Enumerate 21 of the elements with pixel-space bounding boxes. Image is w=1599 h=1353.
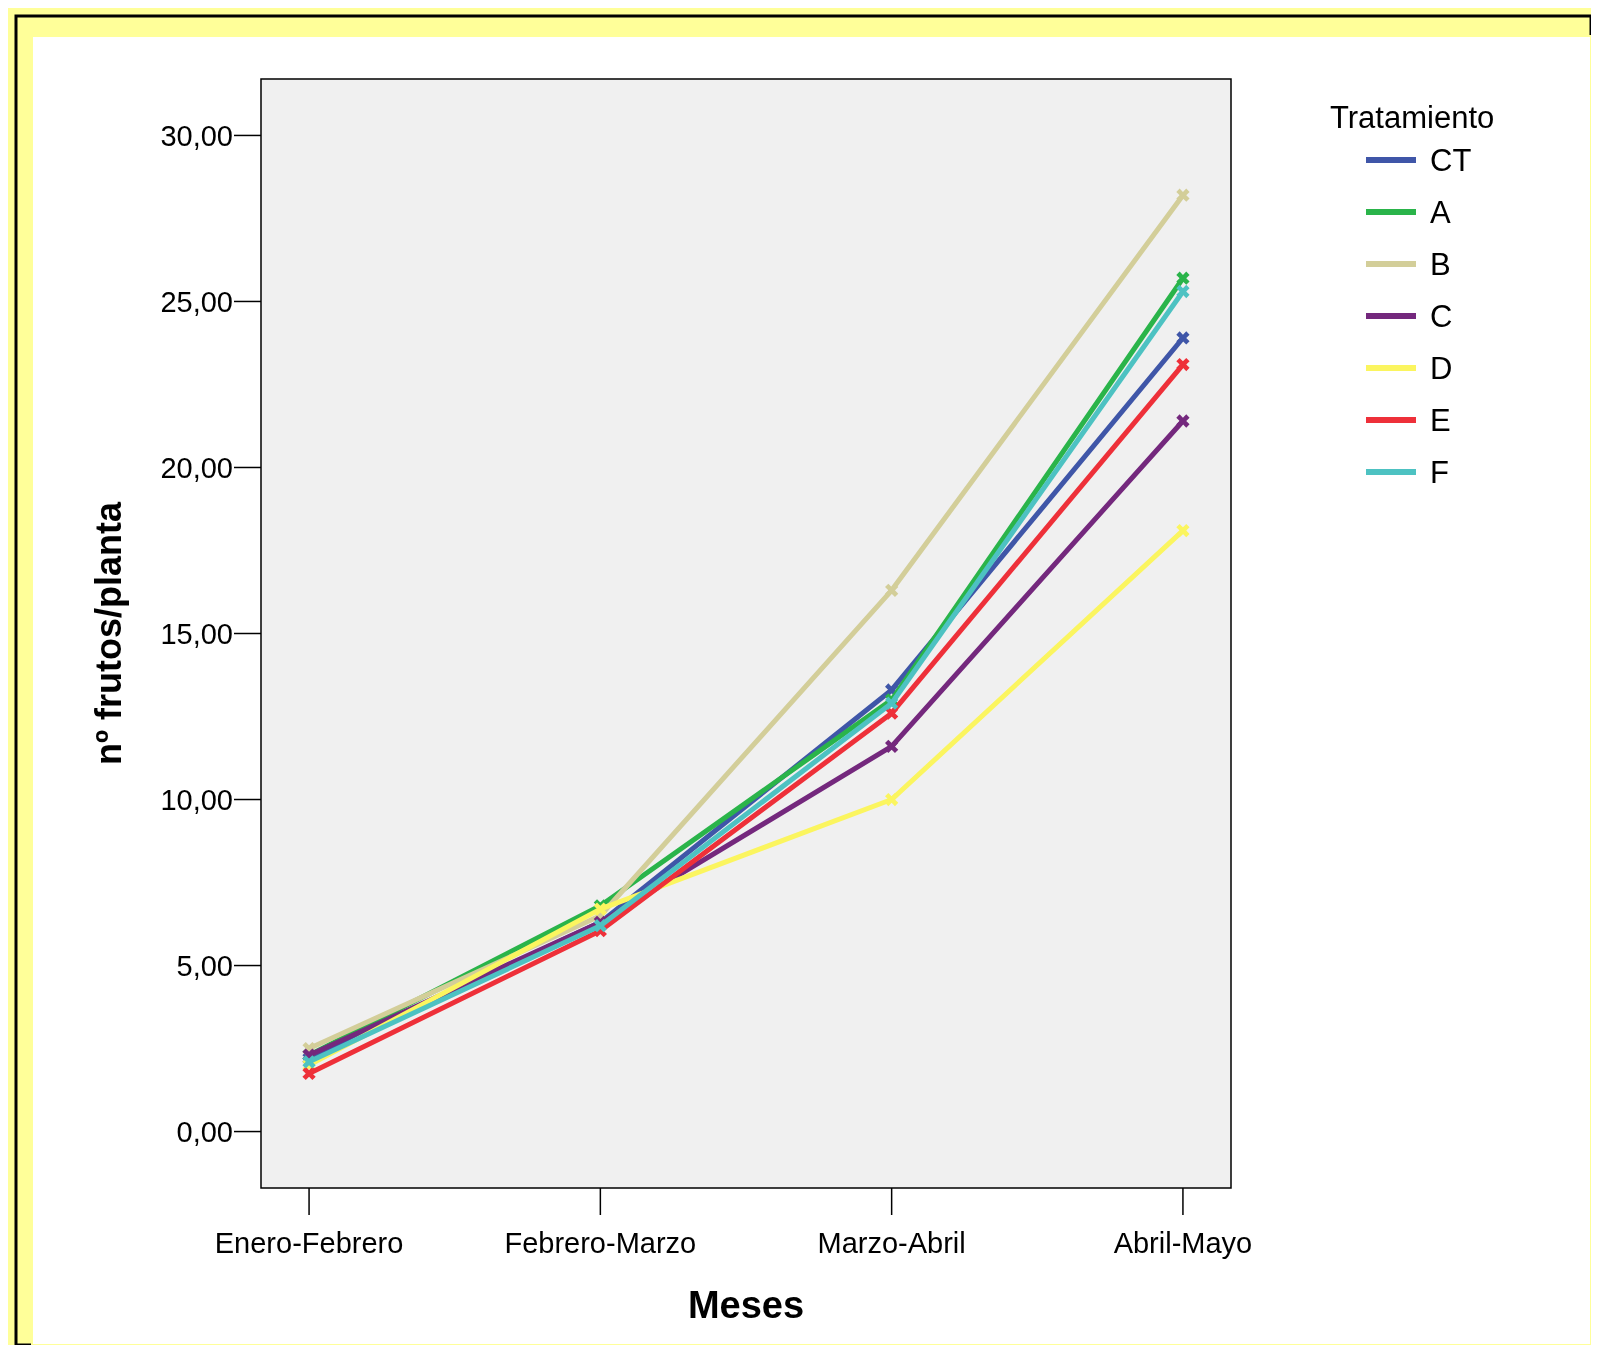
- y-tick-label: 30,00: [160, 119, 233, 152]
- y-tick-label: 15,00: [160, 617, 233, 650]
- y-tick-label: 5,00: [176, 949, 233, 982]
- y-tick-label: 0,00: [176, 1115, 233, 1148]
- x-tick-label: Febrero-Marzo: [504, 1227, 697, 1259]
- legend-title: Tratamiento: [1330, 100, 1495, 135]
- legend-label: F: [1430, 454, 1449, 490]
- y-axis-title: nº frutos/planta: [88, 500, 129, 766]
- legend-label: B: [1430, 246, 1451, 282]
- x-tick-label: Abril-Mayo: [1113, 1227, 1253, 1259]
- x-axis-title: Meses: [687, 1284, 805, 1326]
- legend-label: CT: [1430, 142, 1472, 178]
- legend-label: D: [1430, 350, 1453, 386]
- legend-label: E: [1430, 402, 1451, 438]
- legend-label: A: [1430, 194, 1451, 230]
- x-tick-label: Enero-Febrero: [214, 1227, 404, 1259]
- y-tick-label: 25,00: [160, 285, 233, 318]
- x-tick-label: Marzo-Abril: [817, 1227, 966, 1259]
- legend-label: C: [1430, 298, 1453, 334]
- y-tick-label: 10,00: [160, 783, 233, 816]
- y-tick-label: 20,00: [160, 451, 233, 484]
